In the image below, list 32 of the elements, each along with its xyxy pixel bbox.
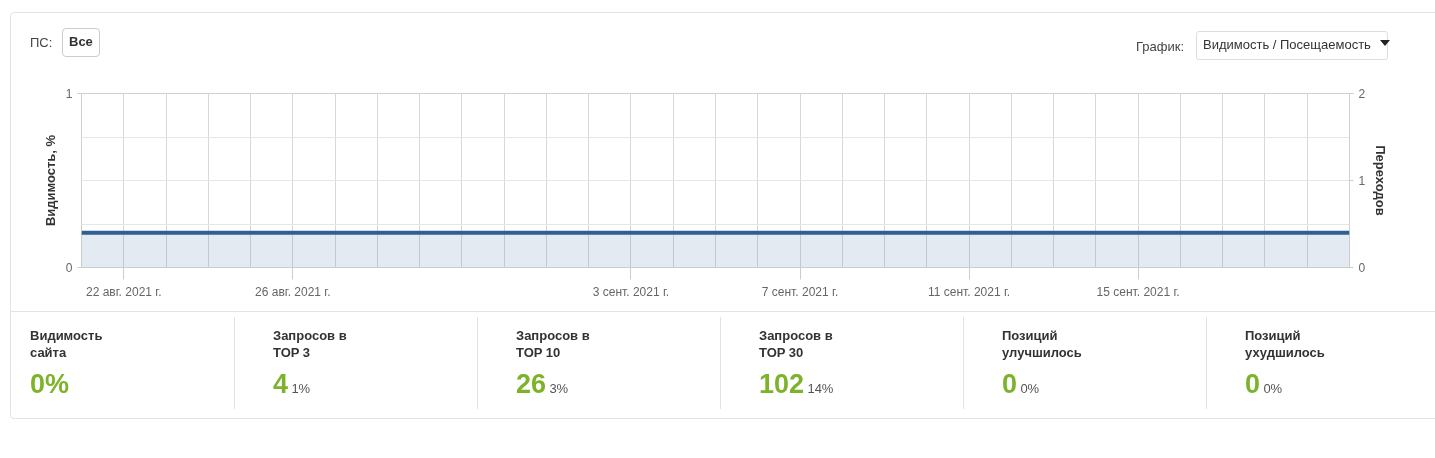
x-tick-label: 11 сент. 2021 г. xyxy=(928,284,1011,299)
y2-tick-label: 0 xyxy=(1358,261,1366,275)
text: 26 xyxy=(516,369,547,399)
text: Запросов в TOP 3 xyxy=(273,327,348,361)
x-tick-label: 22 авг. 2021 г. xyxy=(85,284,162,299)
x-tick-label: 26 авг. 2021 г. xyxy=(255,284,331,299)
text: Запросов в TOP 10 xyxy=(516,327,591,361)
text: 14% xyxy=(807,381,834,396)
x-tick-label: 7 сент. 2021 г. xyxy=(761,284,839,299)
text: 0% xyxy=(1020,381,1040,396)
text: Видимость / Посещаемость xyxy=(1196,31,1388,60)
text: 0% xyxy=(30,369,70,399)
text: 0 xyxy=(1002,369,1018,399)
text: Позиций улучшилось xyxy=(1002,327,1083,361)
text: Позиций ухудшилось xyxy=(1245,327,1326,361)
text: 3% xyxy=(549,381,569,396)
text: График: xyxy=(1136,38,1185,56)
text: Запросов в TOP 30 xyxy=(759,327,834,361)
text: 4 xyxy=(273,369,289,399)
text: 0% xyxy=(1263,381,1283,396)
text: 102 xyxy=(759,369,805,399)
text: 1% xyxy=(291,381,311,396)
y-axis-title: Видимость, % xyxy=(42,134,58,227)
text: 0 xyxy=(1245,369,1261,399)
y2-tick-label: 1 xyxy=(1358,174,1366,188)
text: Видимость сайта xyxy=(30,327,104,361)
text: Все xyxy=(62,28,100,57)
x-tick-label: 15 сент. 2021 г. xyxy=(1096,284,1180,299)
y2-tick-label: 2 xyxy=(1358,87,1366,101)
x-tick-label: 3 сент. 2021 г. xyxy=(592,284,670,299)
y2-axis-title: Переходов xyxy=(1373,145,1389,216)
text: ПС: xyxy=(30,34,53,52)
